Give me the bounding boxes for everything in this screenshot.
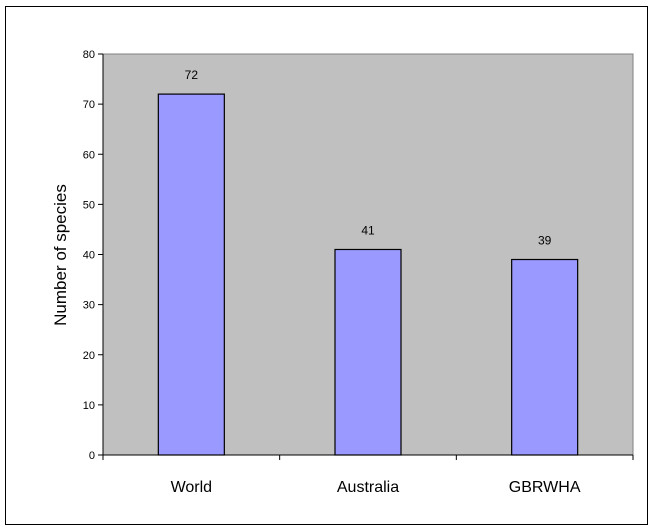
y-axis-title: Number of species	[51, 184, 70, 326]
y-tick-label: 50	[83, 199, 95, 211]
x-category-label: Australia	[337, 479, 399, 496]
x-category-label: GBRWHA	[509, 479, 581, 496]
y-tick-label: 0	[89, 450, 95, 462]
y-tick-label: 70	[83, 99, 95, 111]
data-label: 39	[538, 234, 552, 248]
y-tick-label: 20	[83, 350, 95, 362]
y-tick-label: 40	[83, 250, 95, 262]
bar-world	[157, 93, 225, 456]
y-tick-label: 80	[83, 49, 95, 61]
x-category-label: World	[171, 479, 213, 496]
bar-australia	[334, 248, 402, 456]
data-label: 72	[185, 68, 199, 82]
data-label: 41	[361, 223, 375, 237]
bar-gbrwha	[511, 258, 579, 456]
y-tick-label: 30	[83, 300, 95, 312]
y-tick-label: 60	[83, 149, 95, 161]
y-tick-label: 10	[83, 400, 95, 412]
